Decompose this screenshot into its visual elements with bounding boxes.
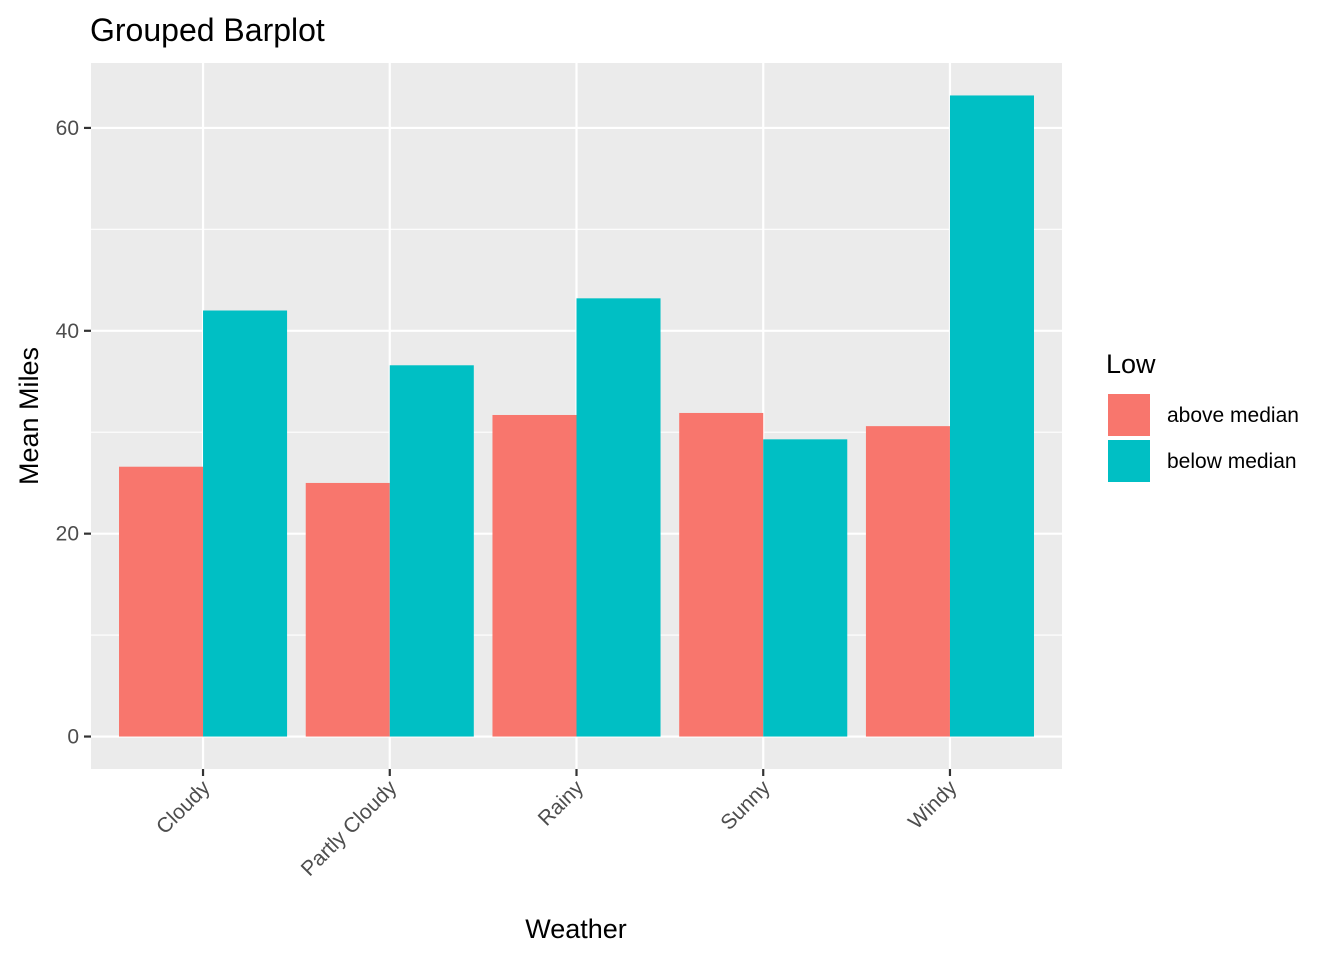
x-tick-label: Partly Cloudy: [297, 776, 402, 881]
legend-title: Low: [1106, 349, 1156, 379]
bar-below-median-windy: [949, 95, 1034, 737]
bar-below-median-rainy: [576, 298, 661, 737]
y-tick-label: 60: [56, 117, 79, 140]
bar-above-median-sunny: [679, 412, 764, 737]
y-tick-label: 0: [67, 726, 79, 749]
bar-below-median-cloudy: [203, 310, 288, 737]
y-tick-label: 40: [56, 320, 79, 343]
bars: [119, 95, 1034, 737]
y-tick-label: 20: [56, 523, 79, 546]
x-tick-label: Sunny: [716, 776, 775, 835]
y-axis-title: Mean Miles: [14, 347, 44, 485]
bar-below-median-sunny: [763, 439, 848, 737]
x-axis: Cloudy Partly Cloudy Rainy Sunny Windy: [152, 769, 962, 881]
legend-key: [1108, 440, 1150, 482]
legend-label: below median: [1167, 450, 1297, 473]
chart-title: Grouped Barplot: [90, 12, 325, 48]
x-tick-label: Rainy: [534, 776, 589, 831]
x-tick-label: Windy: [904, 776, 962, 834]
bar-above-median-rainy: [492, 414, 577, 737]
bar-above-median-partly-cloudy: [305, 482, 390, 737]
legend-key: [1108, 394, 1150, 436]
legend-label: above median: [1167, 404, 1299, 427]
x-tick-label: Cloudy: [152, 776, 215, 839]
bar-above-median-windy: [865, 426, 950, 737]
y-axis: 0 20 40 60: [56, 117, 91, 749]
legend: Low above median below median: [1106, 349, 1299, 482]
bar-below-median-partly-cloudy: [389, 365, 474, 737]
bar-above-median-cloudy: [119, 466, 204, 737]
x-axis-title: Weather: [525, 914, 627, 944]
